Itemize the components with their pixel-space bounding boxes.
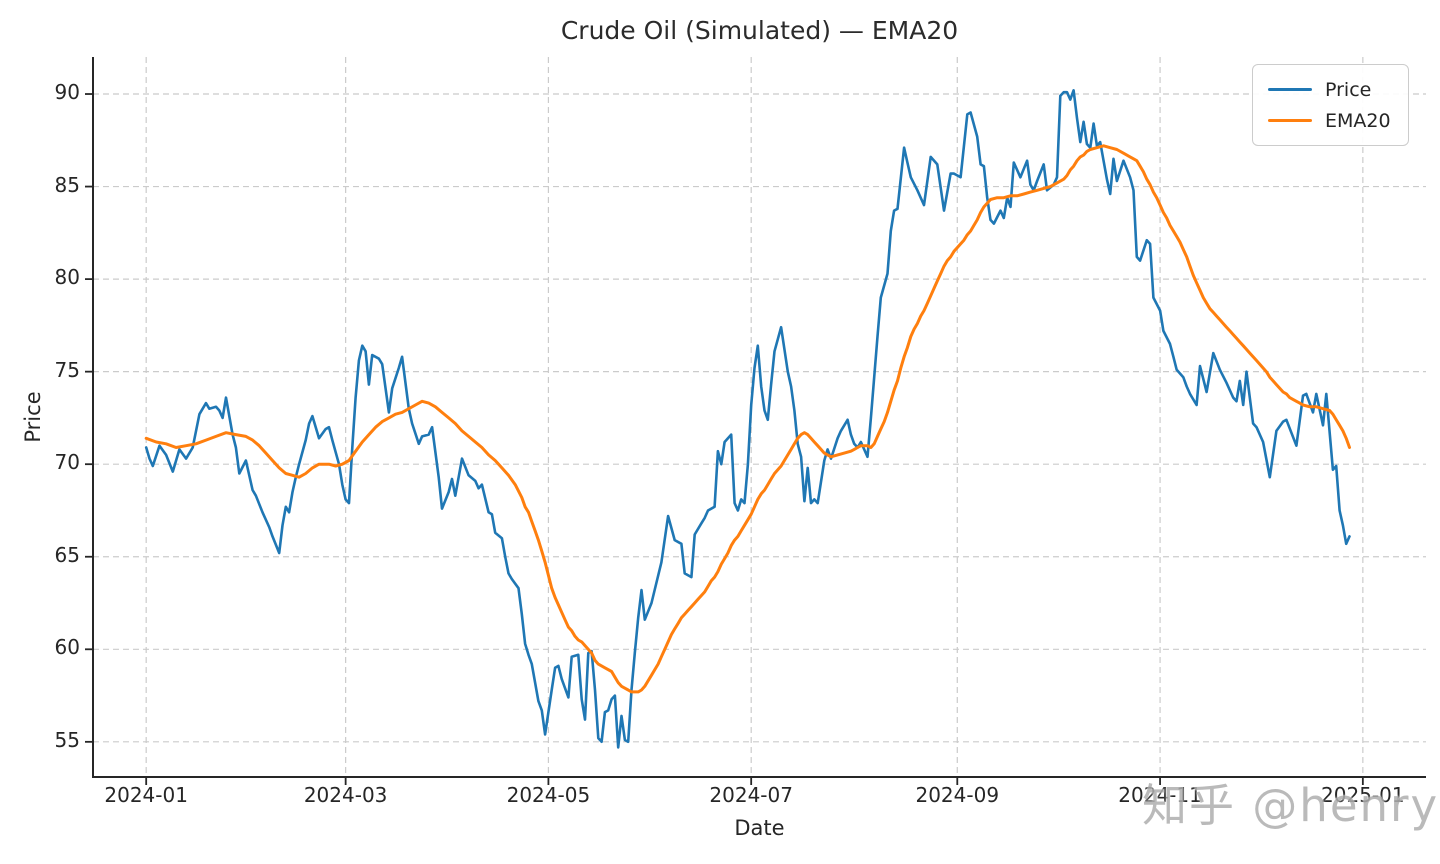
y-tick-label: 80 — [54, 265, 80, 290]
legend-label-ema20: EMA20 — [1325, 109, 1391, 132]
y-tick-label: 90 — [54, 80, 80, 105]
series-line-ema20 — [144, 144, 1351, 694]
x-tick-label: 2024-05 — [506, 783, 591, 807]
y-tick-label: 55 — [54, 727, 80, 752]
y-axis-label: Price — [21, 391, 45, 443]
x-tick-label: 2024-01 — [104, 783, 188, 807]
y-tick-label: 70 — [54, 450, 80, 475]
series-line-price — [144, 89, 1351, 749]
legend-item-ema20: EMA20 — [1268, 105, 1393, 136]
x-axis-label: Date — [734, 816, 785, 840]
x-tick-label: 2024-09 — [915, 783, 1000, 807]
x-tick-label: 2025-01 — [1321, 783, 1405, 807]
x-tick-label: 2024-11 — [1118, 783, 1202, 807]
watermark: 知乎 @henry — [1142, 779, 1440, 832]
legend-label-price: Price — [1325, 78, 1372, 101]
x-tick-label: 2024-07 — [709, 783, 793, 807]
chart-title: Crude Oil (Simulated) — EMA20 — [560, 16, 959, 45]
legend-item-price: Price — [1268, 74, 1393, 105]
ema20-line-swatch-icon — [1268, 119, 1312, 122]
y-tick-label: 75 — [54, 357, 80, 382]
x-tick-label: 2024-03 — [303, 783, 388, 807]
legend: Price EMA20 — [1252, 64, 1409, 146]
price-line-swatch-icon — [1268, 88, 1312, 91]
y-tick-label: 60 — [54, 635, 80, 660]
y-tick-label: 85 — [54, 172, 80, 197]
y-tick-label: 65 — [54, 542, 80, 567]
